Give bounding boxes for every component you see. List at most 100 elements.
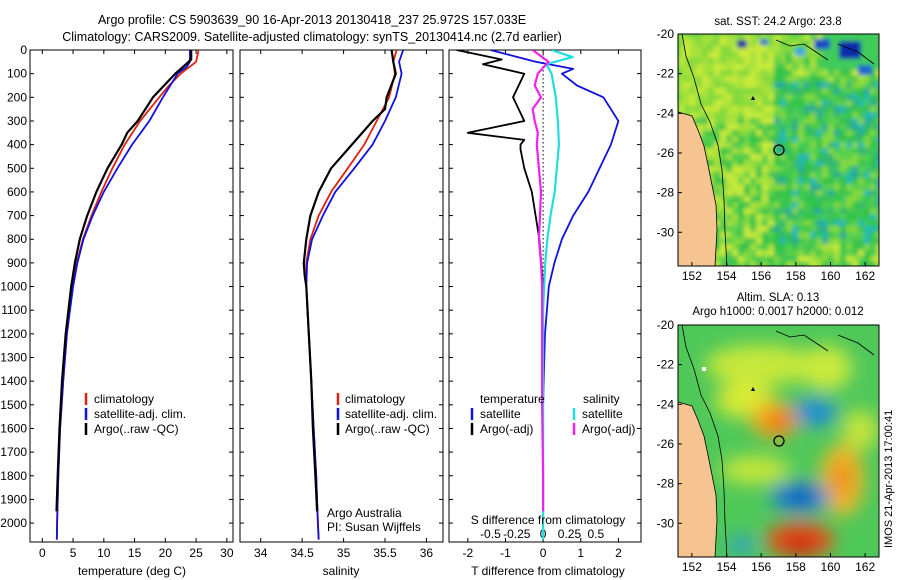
sst-cell xyxy=(714,100,720,106)
sst-cell xyxy=(762,82,768,88)
sst-cell xyxy=(726,172,732,178)
sst-cell xyxy=(846,250,852,256)
sst-cell xyxy=(792,124,798,130)
sst-cell xyxy=(804,166,810,172)
sst-cell xyxy=(756,136,762,142)
sst-cell xyxy=(786,118,792,124)
sst-cell xyxy=(792,94,798,100)
sst-cell xyxy=(786,244,792,250)
sst-cell xyxy=(726,226,732,232)
sst-cell xyxy=(702,64,708,70)
sst-cell xyxy=(744,94,750,100)
sst-cell xyxy=(708,76,714,82)
y-tick-label: 0 xyxy=(20,43,27,57)
legend-label-s-satellite: satellite xyxy=(582,407,623,421)
sst-cell xyxy=(804,118,810,124)
sst-cell xyxy=(876,178,879,184)
sst-cell xyxy=(864,154,870,160)
sst-cell xyxy=(750,46,756,52)
sst-cell xyxy=(864,142,870,148)
sst-cell xyxy=(858,112,864,118)
sst-cell xyxy=(786,166,792,172)
sst-cell xyxy=(750,190,756,196)
sst-cell xyxy=(864,184,870,190)
sst-cell xyxy=(858,232,864,238)
sst-cell xyxy=(678,76,684,82)
sst-cell xyxy=(720,226,726,232)
sst-cell xyxy=(870,202,876,208)
sst-cell xyxy=(846,220,852,226)
sst-cell xyxy=(768,244,774,250)
lon-tick-label: 156 xyxy=(751,560,771,574)
sst-cell xyxy=(768,130,774,136)
sst-cell xyxy=(816,58,822,64)
sst-cell xyxy=(726,40,732,46)
sst-cell xyxy=(804,202,810,208)
sst-cell xyxy=(792,178,798,184)
sla-map-panel: Altim. SLA: 0.13 Argo h1000: 0.0017 h200… xyxy=(657,292,880,574)
sst-cell xyxy=(738,70,744,76)
x-tick-label: 0 xyxy=(540,546,547,560)
sst-cell xyxy=(804,40,810,46)
sst-cell xyxy=(774,58,780,64)
sst-cell xyxy=(810,148,816,154)
x-tick-label: 36 xyxy=(420,546,434,560)
sst-cell xyxy=(858,178,864,184)
sst-cell xyxy=(822,232,828,238)
sst-cell xyxy=(756,34,762,40)
salinity-xlabel: salinity xyxy=(323,564,360,578)
sst-cell xyxy=(852,178,858,184)
sst-cell xyxy=(714,106,720,112)
sst-cell xyxy=(780,70,786,76)
sst-cell xyxy=(804,190,810,196)
sst-cell xyxy=(750,250,756,256)
sla-blob-yellow xyxy=(720,456,790,484)
sst-cell xyxy=(792,196,798,202)
sst-cell xyxy=(876,226,879,232)
series-line-s-argo-adj- xyxy=(531,50,550,512)
sst-cell xyxy=(738,256,744,262)
sst-cell xyxy=(852,148,858,154)
sst-cell xyxy=(816,118,822,124)
sst-cell xyxy=(696,106,702,112)
sst-cell xyxy=(858,190,864,196)
sst-cell xyxy=(828,142,834,148)
sst-cell xyxy=(720,130,726,136)
sst-cell xyxy=(852,94,858,100)
sst-cell xyxy=(816,256,822,262)
shelf-contour xyxy=(681,34,728,266)
sst-cell xyxy=(726,166,732,172)
sst-cell xyxy=(708,142,714,148)
sst-cell xyxy=(810,238,816,244)
sst-cell xyxy=(810,64,816,70)
sla-blob-red xyxy=(784,536,816,554)
sst-cell xyxy=(696,52,702,58)
sst-cell xyxy=(804,70,810,76)
sst-cell xyxy=(804,238,810,244)
sst-cell xyxy=(822,130,828,136)
sst-cell xyxy=(726,214,732,220)
sst-cell xyxy=(864,226,870,232)
sst-cell xyxy=(696,124,702,130)
sst-cell xyxy=(732,40,738,46)
sst-cell xyxy=(798,142,804,148)
sst-cell xyxy=(738,124,744,130)
sst-cell xyxy=(858,130,864,136)
sst-cell xyxy=(798,262,804,266)
salinity-panel: 34 34.5 35 35.5 36 salinity climatology sate… xyxy=(239,49,444,578)
sst-cell xyxy=(726,94,732,100)
sst-cell xyxy=(840,124,846,130)
sst-cell xyxy=(780,130,786,136)
sst-cell xyxy=(714,196,720,202)
sst-cell xyxy=(732,190,738,196)
sst-cell xyxy=(822,154,828,160)
sst-cell xyxy=(726,220,732,226)
sst-cell xyxy=(744,70,750,76)
lat-tick-label: -22 xyxy=(657,358,675,372)
sst-cell xyxy=(768,64,774,70)
sst-cell xyxy=(732,34,738,40)
sst-cell xyxy=(756,214,762,220)
sst-cell xyxy=(750,238,756,244)
y-tick-label: 400 xyxy=(7,138,27,152)
sst-cell xyxy=(840,196,846,202)
